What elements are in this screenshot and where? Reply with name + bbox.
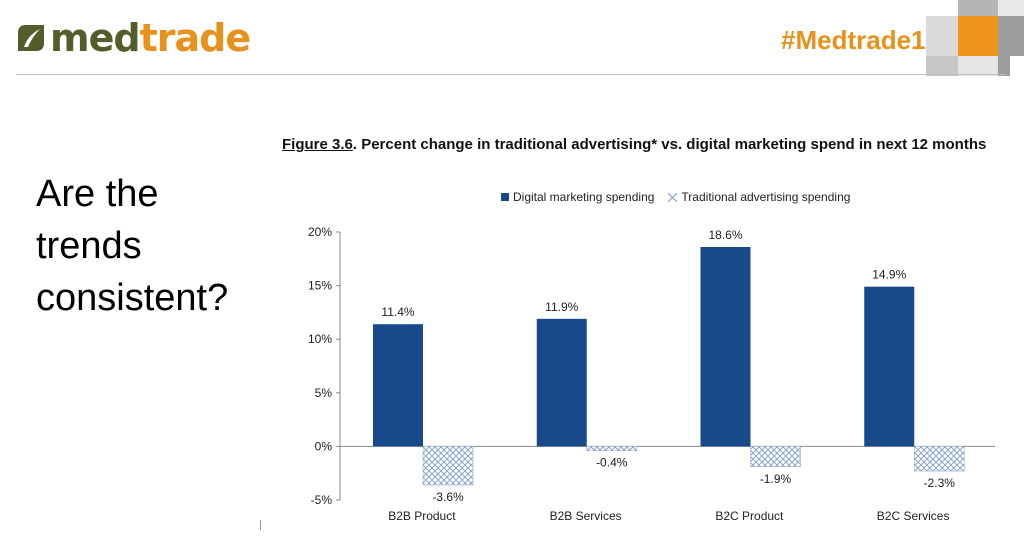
x-category-label: B2C Product (715, 509, 784, 523)
bar-digital (864, 286, 915, 447)
bar-traditional (750, 446, 801, 468)
data-label-digital: 14.9% (872, 268, 906, 282)
y-tick-label: 5% (315, 386, 333, 400)
y-tick-label: 10% (308, 332, 332, 346)
figure-label: Figure 3.6 (282, 136, 353, 153)
bar-digital (373, 324, 423, 447)
tick-mark (260, 520, 261, 530)
data-label-digital: 11.4% (381, 305, 414, 319)
brand-text-med: med (50, 16, 141, 60)
legend-swatch-digital (501, 193, 509, 201)
chart-legend: Digital marketing spending Traditional a… (501, 190, 864, 204)
slide-question: Are the trends consistent? (36, 173, 229, 319)
bar-digital (536, 318, 587, 447)
legend-label-digital: Digital marketing spending (513, 190, 655, 204)
y-tick-label: 20% (308, 225, 332, 239)
x-category-label: B2B Product (388, 509, 456, 523)
bar-traditional (586, 446, 637, 451)
data-label-traditional: -0.4% (596, 456, 628, 470)
y-tick-label: 15% (308, 279, 332, 293)
x-category-label: B2B Services (550, 509, 622, 523)
data-label-traditional: -1.9% (760, 472, 792, 486)
medtrade-logo: medtrade (14, 16, 252, 60)
brand-text-trade: trade (139, 16, 252, 60)
data-label-digital: 18.6% (708, 228, 742, 242)
x-category-label: B2C Services (877, 509, 950, 523)
header-divider (16, 74, 1006, 75)
figure-title: Figure 3.6. Percent change in traditiona… (282, 136, 986, 153)
data-label-traditional: -2.3% (924, 476, 956, 490)
leaf-icon (18, 25, 44, 51)
y-tick-label: 0% (315, 439, 333, 453)
legend-label-traditional: Traditional advertising spending (681, 190, 851, 204)
event-hashtag: #Medtrade17 (781, 25, 940, 55)
bar-traditional (422, 446, 474, 486)
data-label-traditional: -3.6% (432, 490, 464, 504)
legend-item-digital: Digital marketing spending (501, 190, 654, 204)
legend-item-traditional: Traditional advertising spending (668, 190, 850, 204)
y-tick-label: -5% (311, 493, 333, 507)
figure-title-text: . Percent change in traditional advertis… (352, 136, 987, 153)
legend-swatch-traditional (668, 192, 678, 202)
bar-digital (700, 247, 751, 447)
data-label-digital: 11.9% (545, 300, 578, 314)
bar-traditional (914, 446, 965, 472)
